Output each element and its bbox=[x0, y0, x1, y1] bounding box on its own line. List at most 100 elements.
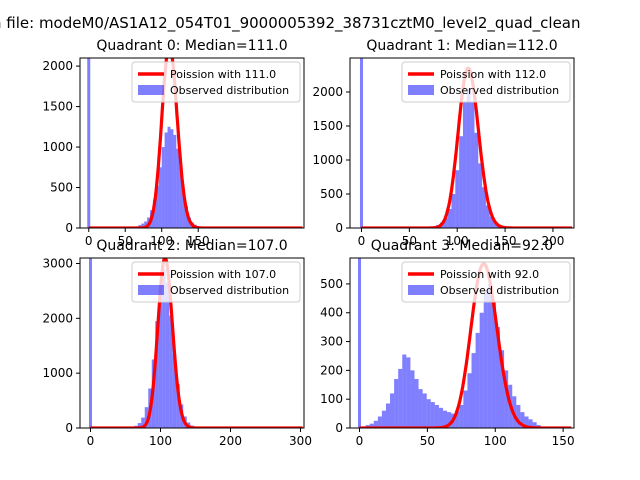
histogram-bar bbox=[144, 407, 149, 428]
y-tick-label: 1000 bbox=[312, 153, 343, 167]
histogram-bar bbox=[487, 283, 492, 428]
histogram-bar bbox=[455, 170, 460, 228]
y-tick-label: 2000 bbox=[42, 311, 73, 325]
histogram-bar bbox=[418, 389, 423, 428]
histogram-bar bbox=[373, 420, 378, 428]
histogram-bar bbox=[369, 423, 374, 428]
histogram-bar bbox=[158, 285, 163, 428]
histogram-bar bbox=[463, 390, 468, 428]
y-tick-label: 0 bbox=[65, 421, 73, 435]
histogram-bar bbox=[434, 404, 439, 428]
histogram-bar bbox=[495, 327, 501, 428]
legend-entry: Poission with 107.0 bbox=[170, 268, 276, 281]
x-tick-label: 150 bbox=[552, 434, 575, 448]
legend-patch-swatch bbox=[408, 285, 434, 295]
histogram-bar bbox=[141, 417, 145, 428]
histogram-bar bbox=[402, 354, 407, 428]
histogram-bar bbox=[141, 223, 145, 228]
histogram-bar bbox=[87, 58, 91, 228]
x-tick-label: 100 bbox=[446, 234, 469, 248]
figure-title-text: n file: modeM0/AS1A12_054T01_9000005392_… bbox=[0, 14, 581, 32]
x-tick-label: 150 bbox=[494, 234, 517, 248]
histogram-bar bbox=[451, 194, 456, 228]
x-tick-label: 0 bbox=[358, 234, 366, 248]
chart-panel-3: 0 50 100 150 0 100 200 300 400 500 Quadrant 3: Med… bbox=[320, 238, 574, 448]
histogram-bar bbox=[500, 350, 505, 428]
histogram-bar bbox=[165, 282, 170, 428]
chart-title: Quadrant 0: Median=111.0 bbox=[96, 38, 287, 54]
axes-frame bbox=[79, 57, 305, 229]
legend-entry: Observed distribution bbox=[440, 284, 559, 297]
legend-box bbox=[401, 61, 571, 103]
chart-title: Quadrant 1: Median=112.0 bbox=[366, 38, 557, 54]
figure-title: n file: modeM0/AS1A12_054T01_9000005392_… bbox=[0, 12, 640, 34]
legend-entry: Observed distribution bbox=[440, 84, 559, 97]
plot-area bbox=[87, 58, 304, 228]
y-tick-label: 1000 bbox=[42, 140, 73, 154]
histogram-bar bbox=[466, 88, 471, 228]
histogram-bar bbox=[459, 136, 463, 228]
histogram-bar bbox=[447, 412, 452, 428]
histogram-bar bbox=[155, 185, 159, 228]
histogram-bar bbox=[422, 393, 427, 428]
y-tick-label: 100 bbox=[320, 392, 343, 406]
histogram-bar bbox=[170, 129, 174, 228]
histogram-bar bbox=[524, 416, 529, 428]
histogram-bar bbox=[358, 258, 362, 428]
histogram-bar bbox=[470, 102, 475, 228]
y-tick-label: 1000 bbox=[42, 366, 73, 380]
y-tick-label: 2000 bbox=[42, 59, 73, 73]
histogram-bar bbox=[89, 258, 92, 428]
histogram-bar bbox=[493, 222, 498, 228]
y-tick-label: 1500 bbox=[312, 119, 343, 133]
x-tick-label: 0 bbox=[356, 434, 364, 448]
y-tick-label: 500 bbox=[320, 277, 343, 291]
x-tick-label: 300 bbox=[289, 434, 312, 448]
axes-frame bbox=[349, 57, 575, 229]
legend-entry: Poission with 111.0 bbox=[170, 68, 276, 81]
histogram-bar bbox=[438, 407, 443, 428]
histogram-bar bbox=[385, 403, 391, 428]
y-tick-label: 0 bbox=[65, 221, 73, 235]
histogram-bar bbox=[430, 402, 435, 428]
histogram-bar bbox=[532, 422, 537, 428]
legend-entry: Observed distribution bbox=[170, 84, 289, 97]
histogram-bar bbox=[182, 189, 186, 228]
legend-entry: Poission with 112.0 bbox=[440, 68, 546, 81]
axes-frame bbox=[349, 257, 575, 429]
y-tick-label: 300 bbox=[320, 335, 343, 349]
histogram-bar bbox=[185, 206, 188, 228]
histogram-bar bbox=[167, 126, 171, 228]
histogram-bar bbox=[406, 357, 411, 428]
histogram-bar bbox=[482, 187, 486, 228]
y-tick-label: 0 bbox=[335, 221, 343, 235]
histogram-bar bbox=[179, 167, 183, 228]
histogram-bar bbox=[467, 373, 472, 428]
histogram-bar bbox=[520, 412, 525, 428]
histogram-bar bbox=[426, 399, 431, 428]
legend-box bbox=[131, 261, 301, 303]
y-tick-label: 3000 bbox=[42, 256, 73, 270]
histogram-bar bbox=[459, 404, 464, 428]
plot-area bbox=[89, 258, 304, 428]
histogram-bar bbox=[485, 205, 490, 228]
y-tick-label: 0 bbox=[335, 421, 343, 435]
histogram-bar bbox=[398, 368, 403, 428]
histogram-bar bbox=[155, 321, 159, 428]
histogram-bar bbox=[462, 102, 467, 228]
histogram-bar bbox=[471, 353, 476, 428]
y-tick-label: 500 bbox=[320, 187, 343, 201]
histogram-bar bbox=[161, 147, 165, 228]
x-tick-label: 50 bbox=[402, 234, 417, 248]
plot-area bbox=[358, 258, 572, 428]
axes-frame bbox=[79, 257, 305, 429]
histogram-bar bbox=[443, 217, 448, 228]
x-tick-label: 50 bbox=[420, 434, 435, 448]
histogram-bar bbox=[164, 132, 168, 228]
legend-box bbox=[401, 261, 571, 303]
histogram-bar bbox=[169, 315, 173, 428]
histogram-bar bbox=[414, 379, 419, 428]
